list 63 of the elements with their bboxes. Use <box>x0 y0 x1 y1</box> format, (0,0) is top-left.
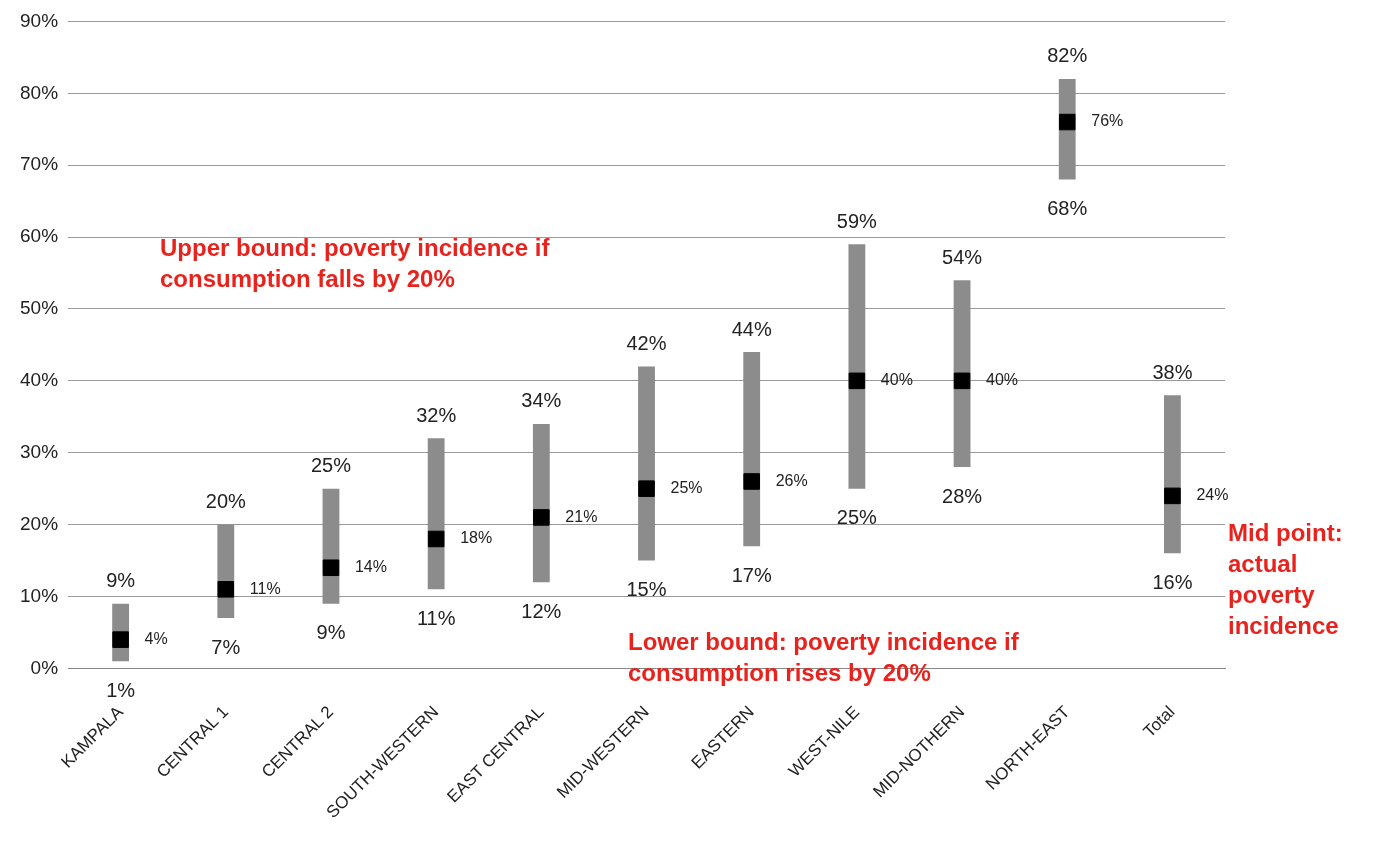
annotation: 68% <box>1047 197 1088 220</box>
y-tick-label: 30% <box>20 440 59 462</box>
annotation: 25% <box>836 506 878 529</box>
data-label: 18% <box>460 529 493 547</box>
bar <box>848 244 866 489</box>
data-label: 76% <box>1091 112 1124 130</box>
data-label: 25% <box>670 479 703 497</box>
annotation: 9% <box>106 569 136 592</box>
annotation: 1% <box>106 678 136 701</box>
point <box>848 372 866 390</box>
y-tick-label: 90% <box>20 9 59 31</box>
point <box>638 480 655 497</box>
point <box>427 530 445 548</box>
y-tick-label: 70% <box>20 153 59 175</box>
y-tick-label: 10% <box>20 584 59 606</box>
point <box>1058 113 1076 131</box>
annotation: 38% <box>1152 360 1193 383</box>
point <box>112 631 129 648</box>
point <box>322 559 340 577</box>
annotation: 82% <box>1047 44 1088 67</box>
data-label: 24% <box>1196 486 1229 504</box>
data-label: 11% <box>249 579 281 597</box>
point <box>1164 487 1181 505</box>
bar <box>532 423 550 583</box>
annotation: 7% <box>211 635 241 658</box>
y-tick-label: 80% <box>20 81 59 103</box>
annotation: 20% <box>205 490 247 513</box>
annotation: 15% <box>626 578 667 601</box>
annotation: 12% <box>521 599 562 622</box>
bar <box>953 280 971 468</box>
y-tick-label: 60% <box>20 225 59 247</box>
annotation: 32% <box>416 403 457 426</box>
annotation: 9% <box>316 621 346 644</box>
annotation: 42% <box>626 331 667 354</box>
annotation: 34% <box>521 389 562 412</box>
point <box>533 509 550 526</box>
bar <box>638 366 655 561</box>
y-tick-label: 40% <box>20 369 59 391</box>
annotation: 59% <box>836 209 878 232</box>
annotation: 28% <box>942 484 983 507</box>
text: Mid point: actual poverty incidence <box>1228 518 1344 641</box>
y-tick-label: 20% <box>20 512 59 534</box>
y-tick-label: 50% <box>20 297 59 319</box>
bar <box>427 438 445 590</box>
bar <box>743 352 761 547</box>
data-label: 21% <box>565 507 598 525</box>
data-label: 40% <box>880 371 913 389</box>
annotation: 25% <box>310 454 352 477</box>
annotation: 17% <box>731 563 772 586</box>
point <box>217 581 235 598</box>
annotation: Upper bound: poverty incidence if consumption falls by 20% <box>160 233 551 294</box>
y-tick-label: 0% <box>30 656 59 678</box>
annotation: 16% <box>1152 570 1193 593</box>
annotation: Lower bound: poverty incidence if consumption rises by 20% <box>628 627 1020 688</box>
annotation: 44% <box>731 317 772 340</box>
annotation: 54% <box>942 245 983 268</box>
point <box>743 473 760 490</box>
data-label: 14% <box>354 558 388 576</box>
data-label: 40% <box>986 371 1019 389</box>
annotation: 11% <box>416 606 456 629</box>
data-label: 26% <box>775 471 808 489</box>
data-label: 4% <box>144 630 168 648</box>
point <box>953 372 971 390</box>
